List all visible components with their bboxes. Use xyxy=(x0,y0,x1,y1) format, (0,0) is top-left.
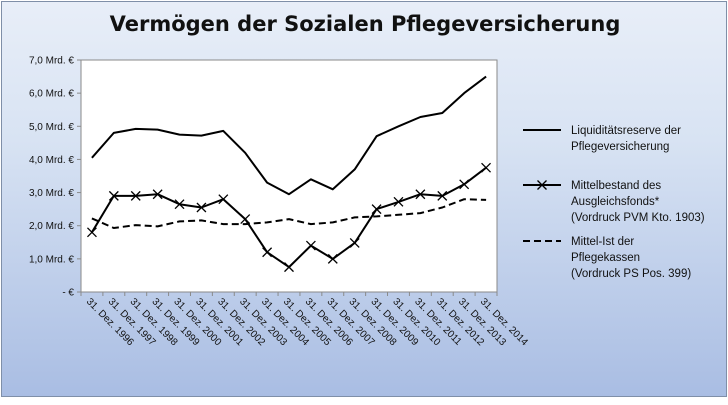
legend-entry-0: Liquiditätsreserve der Pflegeversicherung xyxy=(523,125,681,153)
data-point-marker xyxy=(481,162,492,173)
data-point-marker xyxy=(262,247,273,258)
y-tick-label: - € xyxy=(62,288,74,299)
y-axis: - € 1,0 Mrd. € 2,0 Mrd. € 3,0 Mrd. € 4,0 Mrd… xyxy=(29,56,82,299)
legend-entry-2: Mittel-Ist der Pflegekassen (Vordruck PS P… xyxy=(523,236,691,280)
data-point-marker xyxy=(218,194,229,205)
line-chart: - € 1,0 Mrd. € 2,0 Mrd. € 3,0 Mrd. € 4,0 Mrd… xyxy=(29,56,705,349)
series-line-2 xyxy=(91,198,487,229)
data-point-marker xyxy=(196,202,207,213)
y-tick-label: 4,0 Mrd. € xyxy=(29,155,74,166)
legend-label: Liquiditätsreserve der xyxy=(571,125,681,137)
y-tick-label: 6,0 Mrd. € xyxy=(29,89,74,100)
legend-entry-1: Mittelbestand des Ausgleichsfonds* (Vordru… xyxy=(523,180,705,224)
legend-label: Mittelbestand des xyxy=(571,180,661,192)
data-point-marker xyxy=(349,237,360,248)
legend-label: Ausgleichsfonds* xyxy=(571,196,660,208)
data-point-marker xyxy=(240,214,251,225)
data-point-marker xyxy=(130,190,141,201)
data-point-marker xyxy=(86,227,97,238)
data-point-marker xyxy=(174,199,185,210)
data-point-marker xyxy=(437,190,448,201)
data-point-marker xyxy=(108,190,119,201)
data-point-marker xyxy=(459,179,470,190)
y-tick-label: 2,0 Mrd. € xyxy=(29,221,74,232)
series-line-0 xyxy=(91,75,487,196)
data-point-marker xyxy=(284,262,294,273)
data-point-marker xyxy=(393,196,404,207)
legend-label: (Vordruck PVM Kto. 1903) xyxy=(571,212,705,224)
legend-label: Pflegekassen xyxy=(571,252,640,264)
data-point-marker xyxy=(371,204,382,215)
data-point-marker xyxy=(415,189,426,200)
chart-title: Vermögen der Sozialen Pflegeversicherung xyxy=(109,12,621,36)
plot-area xyxy=(80,59,498,293)
legend: Liquiditätsreserve der Pflegeversicherung… xyxy=(523,125,705,280)
series-layer xyxy=(86,75,492,273)
y-tick-label: 1,0 Mrd. € xyxy=(29,254,74,265)
data-point-marker xyxy=(152,189,163,200)
legend-label: Pflegeversicherung xyxy=(571,141,669,153)
data-point-marker xyxy=(327,253,338,264)
legend-label: Mittel-Ist der xyxy=(571,236,634,248)
legend-label: (Vordruck PS Pos. 399) xyxy=(571,268,691,280)
y-tick-label: 3,0 Mrd. € xyxy=(29,188,74,199)
chart-area: Vermögen der Sozialen Pflegeversicherung… xyxy=(1,1,727,397)
data-point-marker xyxy=(305,240,316,251)
y-tick-label: 5,0 Mrd. € xyxy=(29,122,74,133)
y-tick-label: 7,0 Mrd. € xyxy=(29,56,74,67)
